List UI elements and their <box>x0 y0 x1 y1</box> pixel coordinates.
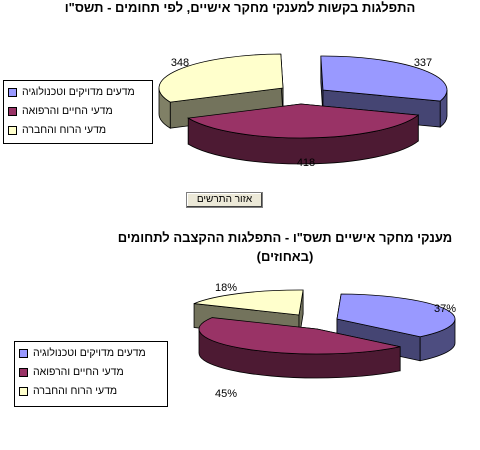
legend-swatch <box>19 349 28 358</box>
legend-swatch <box>8 126 17 135</box>
legend-item: מדעי החיים והרפואה <box>4 102 152 121</box>
legend-label: מדעים מדויקים וטכנולוגיה <box>22 86 135 98</box>
data-label-2: 18% <box>215 282 237 294</box>
pie-chart-1: 337 418 348 <box>158 53 448 169</box>
legend-label: מדעי החיים והרפואה <box>22 105 113 117</box>
legend-label: מדעי החיים והרפואה <box>33 366 124 378</box>
legend-item: מדעי הרוח והחברה <box>15 382 167 401</box>
chart2-title: מענקי מחקר אישיים תשס"ו - התפלגות ההקצבה… <box>117 230 453 264</box>
legend-item: מדעים מדויקים וטכנולוגיה <box>15 344 167 363</box>
legend-swatch <box>19 387 28 396</box>
data-label-0: 37% <box>434 303 456 315</box>
data-label-2: 348 <box>171 57 189 69</box>
legend-item: מדעי החיים והרפואה <box>15 363 167 382</box>
legend-swatch <box>8 88 17 97</box>
legend-item: מדעים מדויקים וטכנולוגיה <box>4 83 152 102</box>
legend-label: מדעי הרוח והחברה <box>22 124 107 136</box>
legend-label: מדעים מדויקים וטכנולוגיה <box>33 347 146 359</box>
slice-top-1 <box>187 103 420 139</box>
data-label-1: 418 <box>297 157 315 169</box>
slice-top-2 <box>193 289 304 316</box>
legend-item: מדעי הרוח והחברה <box>4 121 152 140</box>
legend-swatch <box>8 107 17 116</box>
chart2-legend: מדעים מדויקים וטכנולוגיה מדעי החיים והרפ… <box>14 341 168 407</box>
slice-top-2 <box>158 53 284 103</box>
plot-area-button[interactable]: אזור התרשים <box>186 192 263 208</box>
data-label-1: 45% <box>215 388 237 400</box>
pie-chart-2: 37% 45% 18% <box>193 282 456 400</box>
legend-swatch <box>19 368 28 377</box>
chart1-title: התפלגות בקשות למענקי מחקר אישיים, לפי תח… <box>64 0 416 15</box>
slice-top-1 <box>198 317 401 355</box>
data-label-0: 337 <box>414 57 432 69</box>
slice-top-0 <box>336 293 456 338</box>
chart1-legend: מדעים מדויקים וטכנולוגיה מדעי החיים והרפ… <box>3 80 153 144</box>
legend-label: מדעי הרוח והחברה <box>33 385 118 397</box>
slice-top-0 <box>320 55 448 102</box>
